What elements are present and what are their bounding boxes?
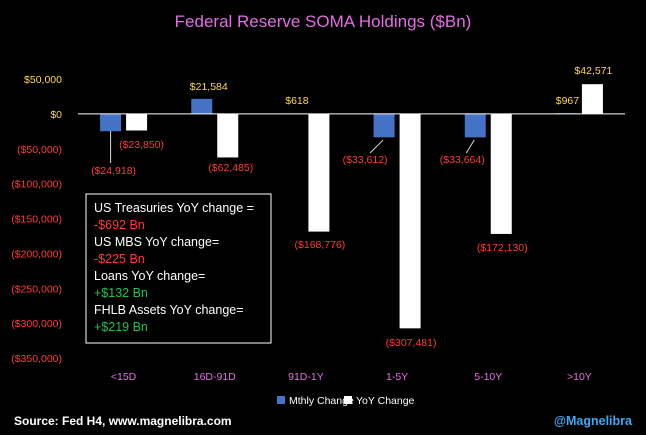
x-tick-label: 1-5Y [386,371,408,383]
data-label-yoy: ($62,485) [208,162,253,174]
bars [100,84,603,329]
data-label-yoy: ($23,850) [119,139,164,151]
x-tick-label: 16D-91D [194,371,236,383]
y-tick-label: $0 [50,109,62,121]
legend-label-yoy: YoY Change [356,395,415,407]
legend-label-mthly: Mthly Change [289,395,354,407]
y-tick-label: ($350,000) [11,353,62,365]
y-tick-label: ($300,000) [11,318,62,330]
y-tick-label: ($200,000) [11,248,62,260]
data-label-mthly: ($24,918) [91,165,136,177]
x-tick-label: 5-10Y [474,371,502,383]
data-label-mthly: $967 [556,95,580,107]
chart-title: Federal Reserve SOMA Holdings ($Bn) [175,12,472,31]
annotation-box [85,193,272,344]
data-label-yoy: $42,571 [574,65,612,77]
data-label-yoy: ($168,776) [295,239,346,251]
y-tick-label: ($50,000) [17,144,62,156]
y-tick-label: ($150,000) [11,214,62,226]
bar-yoy-change [126,113,148,131]
annotation-line: -$692 Bn [94,218,145,232]
annotation-line: US Treasuries YoY change = [94,201,254,215]
leader-line [369,139,384,154]
bar-mthly-change [100,113,122,132]
bar-mthly-change [464,113,486,138]
legend: Mthly Change YoY Change [277,395,415,407]
twitter-handle: @Magnelibra [554,414,633,428]
y-tick-label: ($250,000) [11,283,62,295]
bar-yoy-change [490,113,512,234]
legend-swatch-yoy [344,396,352,404]
leader-line [465,139,475,154]
y-tick-label: $50,000 [24,74,62,86]
x-tick-label: <15D [111,371,137,383]
bar-yoy-change [217,113,239,158]
bar-mthly-change [191,98,213,114]
data-label-mthly: $21,584 [190,81,228,93]
legend-swatch-mthly [277,396,285,404]
bar-yoy-change [399,113,421,329]
data-labels: ($24,918) ($23,850) $21,584 ($62,485) $618 ($… [91,65,612,349]
data-label-mthly: ($33,664) [440,154,485,166]
data-label-mthly: $618 [285,95,309,107]
annotation-line: FHLB Assets YoY change= [94,303,244,317]
annotation-line: +$132 Bn [94,286,148,300]
annotation-line: US MBS YoY change= [94,235,219,249]
x-axis: <15D 16D-91D 91D-1Y 1-5Y 5-10Y >10Y [111,371,592,383]
bar-yoy-change [308,113,330,232]
x-tick-label: 91D-1Y [288,371,324,383]
data-label-yoy: ($307,481) [386,337,437,349]
data-label-yoy: ($172,130) [477,242,528,254]
data-label-mthly: ($33,612) [343,154,388,166]
source-note: Source: Fed H4, www.magnelibra.com [14,414,232,428]
y-axis: $50,000 $0 ($50,000) ($100,000) ($150,000) ($… [11,74,62,365]
y-tick-label: ($100,000) [11,179,62,191]
label-leader-lines [110,131,475,163]
bar-mthly-change [373,113,395,138]
bar-yoy-change [581,84,603,114]
annotation-line: -$225 Bn [94,252,145,266]
x-tick-label: >10Y [567,371,592,383]
annotation-line: Loans YoY change= [94,269,205,283]
annotation-line: +$219 Bn [94,320,148,334]
annotation-text: US Treasuries YoY change = -$692 Bn US MBS… [94,201,254,334]
